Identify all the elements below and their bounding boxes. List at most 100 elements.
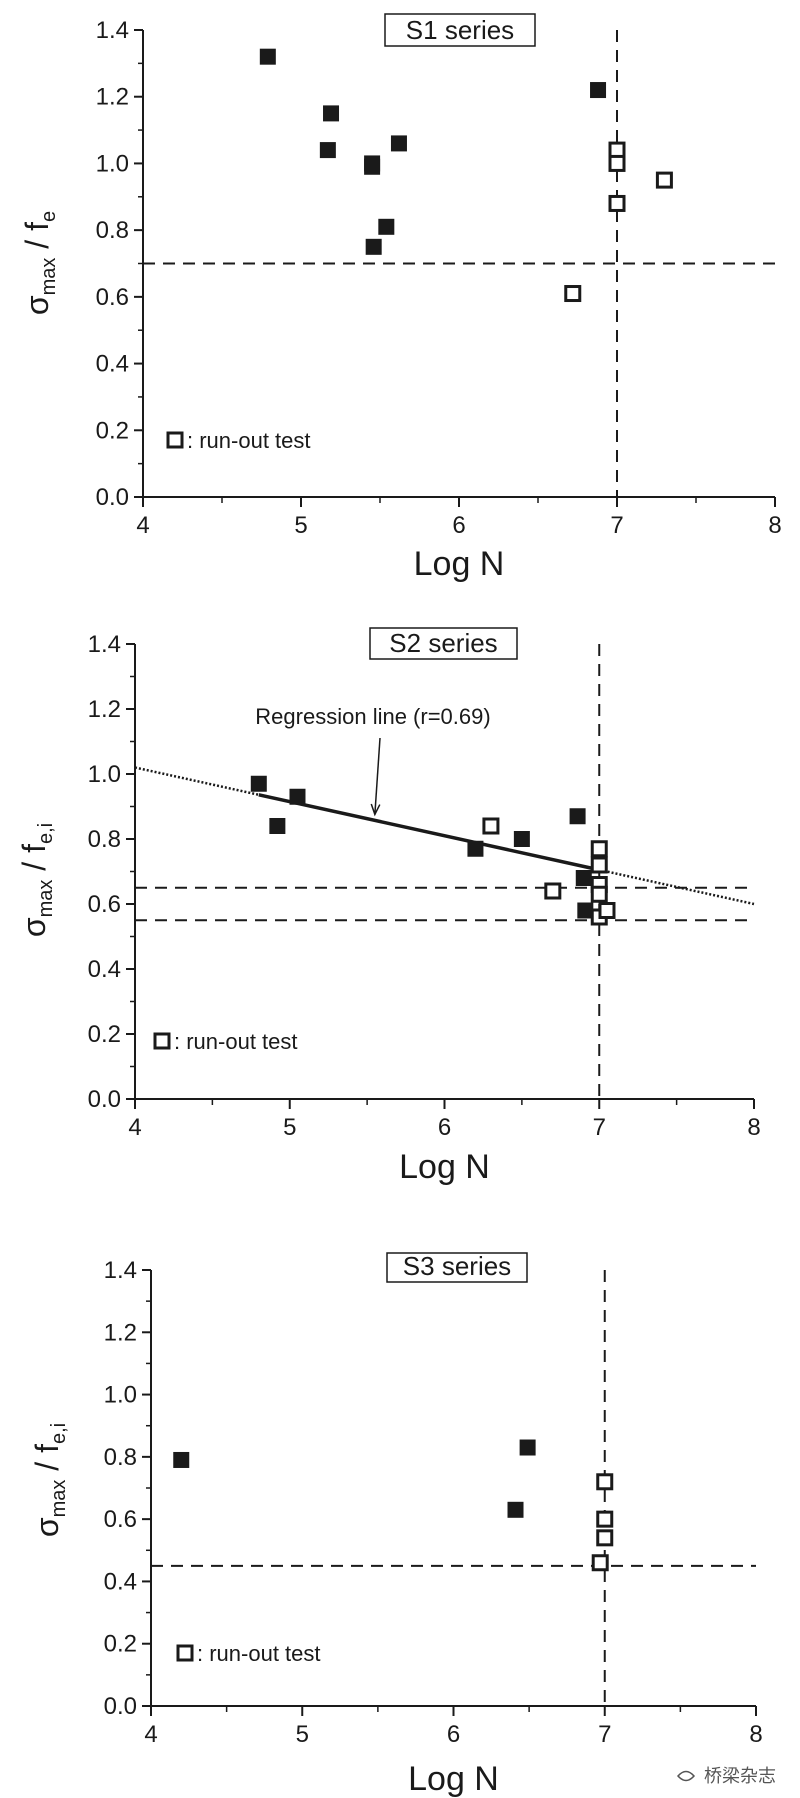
series-title: S1 series xyxy=(406,15,514,45)
failure-point xyxy=(173,1451,190,1468)
y-axis-title-sub2: e,i xyxy=(48,1423,70,1444)
legend-text: : run-out test xyxy=(197,1641,321,1666)
failure-point xyxy=(467,840,484,857)
legend-text: : run-out test xyxy=(187,428,311,453)
x-tick-label: 7 xyxy=(593,1114,606,1141)
x-tick-label: 6 xyxy=(447,1721,460,1748)
watermark-text: 桥梁杂志 xyxy=(704,1766,776,1786)
runout-point xyxy=(590,840,608,858)
y-tick-label: 0.6 xyxy=(104,1506,137,1533)
y-tick-label: 1.2 xyxy=(88,696,121,723)
y-tick-label: 1.2 xyxy=(96,84,129,111)
y-axis-title-main: σ xyxy=(16,917,52,937)
y-axis-title-main: σ xyxy=(19,295,55,315)
y-tick-label: 1.4 xyxy=(104,1257,137,1284)
series-title: S2 series xyxy=(389,628,497,658)
series-title-box xyxy=(384,13,536,47)
watermark: 桥梁杂志 xyxy=(676,1766,776,1786)
failure-point xyxy=(590,82,607,99)
failure-point xyxy=(365,238,382,255)
x-tick-label: 7 xyxy=(598,1721,611,1748)
failure-point xyxy=(577,902,594,919)
y-tick-label: 0.0 xyxy=(104,1693,137,1720)
chart-2: 4 5 6 7 8 0.0 0.2 0.4 0.6 0.8 1.0 1.2 1.4 Regression … xyxy=(16,627,761,1186)
runout-point xyxy=(591,1554,609,1572)
y-axis-title-mid: / f xyxy=(29,1444,65,1480)
annotation-arrow-line xyxy=(374,737,381,815)
failure-point xyxy=(575,870,592,886)
runout-point xyxy=(598,902,616,919)
x-tick-label: 5 xyxy=(283,1114,296,1141)
annotation-arrow-head xyxy=(370,803,381,817)
x-tick-label: 6 xyxy=(438,1114,451,1141)
open-square-marker-icon xyxy=(153,1032,171,1050)
regression-line xyxy=(258,793,600,872)
y-axis-title-sub: max xyxy=(35,880,57,918)
runout-point xyxy=(596,1510,614,1528)
x-tick-label: 8 xyxy=(768,512,781,539)
y-tick-label: 1.0 xyxy=(104,1382,137,1409)
y-tick-label: 1.2 xyxy=(104,1319,137,1346)
chart-1: 4 5 6 7 8 0.0 0.2 0.4 0.6 0.8 1.0 1.2 1.4 S1 series: … xyxy=(19,13,782,583)
y-tick-label: 1.0 xyxy=(88,761,121,788)
failure-point xyxy=(319,142,336,159)
runout-point xyxy=(596,1529,614,1547)
y-axis-title-mid: / f xyxy=(16,844,52,880)
series-title-box xyxy=(386,1252,528,1283)
y-tick-label: 1.4 xyxy=(88,631,121,658)
x-tick-label: 7 xyxy=(610,512,623,539)
x-axis-title: Log N xyxy=(414,545,505,583)
series-title-box xyxy=(369,627,518,660)
failure-point xyxy=(569,808,586,825)
y-axis-title-main: σ xyxy=(29,1517,65,1537)
failure-point xyxy=(289,788,306,805)
y-axis-title-sub2: e xyxy=(38,211,60,222)
x-axis-title: Log N xyxy=(408,1760,499,1798)
failure-point xyxy=(507,1501,524,1518)
y-axis-title: σmax / fe,i xyxy=(29,1423,70,1537)
y-tick-label: 0.0 xyxy=(88,1086,121,1113)
chart-panels: 4 5 6 7 8 0.0 0.2 0.4 0.6 0.8 1.0 1.2 1.4 S1 series : … xyxy=(16,13,782,1798)
y-axis-title-sub: max xyxy=(38,258,60,296)
y-tick-label: 0.6 xyxy=(88,891,121,918)
y-tick-label: 1.0 xyxy=(96,150,129,177)
wechat-icon xyxy=(676,1770,696,1782)
failure-point xyxy=(250,775,267,792)
open-square-marker-icon xyxy=(176,1644,194,1662)
series-title: S3 series xyxy=(403,1251,511,1281)
y-axis-title-sub2: e,i xyxy=(35,823,57,844)
failure-point xyxy=(513,831,530,847)
y-axis-title-mid: / f xyxy=(19,222,55,258)
y-axis-title-sub: max xyxy=(48,1480,70,1518)
x-tick-label: 8 xyxy=(747,1114,760,1141)
x-axis-title: Log N xyxy=(399,1148,490,1186)
failure-point xyxy=(364,158,381,175)
runout-point xyxy=(482,817,500,835)
failure-point xyxy=(390,135,407,152)
y-tick-label: 0.6 xyxy=(96,284,129,311)
y-tick-label: 0.8 xyxy=(104,1444,137,1471)
runout-point xyxy=(544,882,562,900)
runout-point xyxy=(564,285,582,303)
regression-annotation: Regression line (r=0.69) xyxy=(255,704,490,729)
runout-point xyxy=(590,885,608,903)
y-tick-label: 0.4 xyxy=(88,956,121,983)
y-tick-label: 1.4 xyxy=(96,17,129,44)
chart-3: 4 5 6 7 8 0.0 0.2 0.4 0.6 0.8 1.0 1.2 1.4 S3 series: … xyxy=(29,1251,763,1798)
runout-point xyxy=(608,154,626,172)
x-tick-label: 5 xyxy=(296,1721,309,1748)
y-tick-label: 0.2 xyxy=(88,1021,121,1048)
legend-text: : run-out test xyxy=(174,1029,298,1054)
y-tick-label: 0.4 xyxy=(104,1568,137,1595)
x-tick-label: 4 xyxy=(144,1721,157,1748)
y-tick-label: 0.0 xyxy=(96,484,129,511)
x-tick-label: 4 xyxy=(128,1114,141,1141)
runout-point xyxy=(596,1473,614,1491)
y-tick-label: 0.2 xyxy=(104,1631,137,1658)
y-tick-label: 0.2 xyxy=(96,417,129,444)
y-axis-title: σmax / fe xyxy=(19,211,60,315)
runout-point xyxy=(590,856,608,874)
runout-point xyxy=(655,171,673,189)
x-tick-label: 6 xyxy=(452,512,465,539)
